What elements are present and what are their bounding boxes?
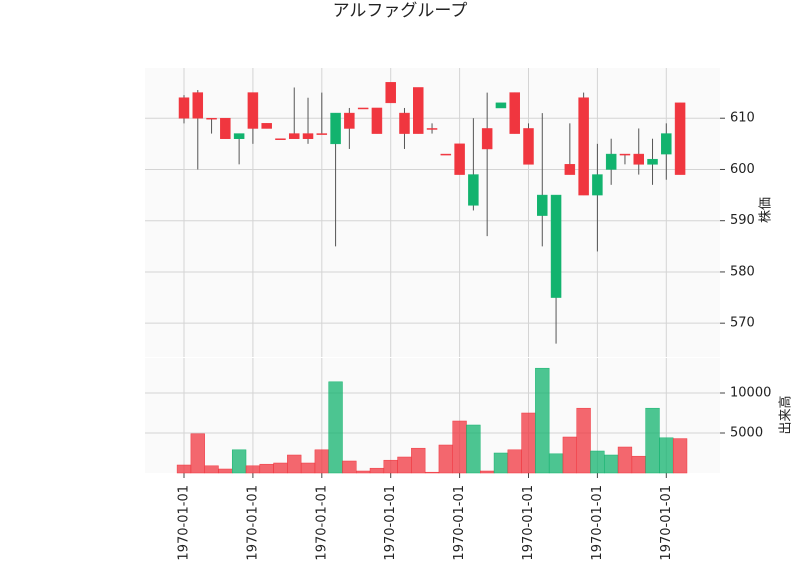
volume-bar [369,467,385,474]
y-tick-label: 590 [730,213,755,228]
volume-bar [507,449,522,474]
volume-bar [659,437,674,474]
volume-axis-label: 出来高 [778,395,794,434]
candle-body [233,133,245,139]
volume-bar [411,447,426,474]
volume-bar [672,438,688,474]
x-tick-label: 1970-01-01 [590,485,605,561]
candle-body [330,112,341,145]
chart-title: アルファグループ [333,1,468,21]
volume-bar [383,459,398,474]
volume-bar [287,454,302,474]
candle-body [413,87,424,134]
candle-body [523,128,534,165]
price-panel [145,68,720,357]
candle-body [275,138,286,140]
volume-bar [245,465,261,474]
candle-body [206,117,217,120]
candle-body [661,133,672,155]
candle-body [468,174,479,206]
candle-body [426,128,438,130]
volume-bar [397,456,412,474]
candle-body [440,153,452,156]
candle-body [454,143,465,175]
volume-bar [480,470,495,474]
volume-bar [631,455,646,474]
x-tick-label: 1970-01-01 [245,485,260,561]
candle-body [592,174,603,196]
candle-body [481,128,493,150]
volume-bar [452,420,467,474]
candle-body [178,97,190,119]
x-tick-label: 1970-01-01 [177,485,192,561]
volume-bar [342,460,357,474]
candle-body [537,194,548,216]
volume-bar [300,462,316,474]
volume-bar [314,449,329,474]
volume-bar [562,436,577,474]
volume-bar [645,407,660,474]
candle-body [399,112,410,134]
volume-bar [590,450,605,474]
candle-body [564,164,576,175]
y-tick-label: 610 [730,111,755,126]
candle-body [357,107,369,110]
candle-body [619,153,631,156]
volume-bar [204,465,219,474]
volume-bar [231,449,247,474]
volume-bar [617,446,633,474]
candle-body [371,107,383,134]
x-tick-label: 1970-01-01 [452,485,467,561]
x-tick-label: 1970-01-01 [314,485,329,561]
candle-body [633,153,644,165]
candle-body [247,92,259,129]
x-tick-label: 1970-01-01 [521,485,536,561]
y-tick-label: 600 [730,162,755,177]
volume-bar [190,433,205,474]
volume-tick-label: 5000 [730,426,763,441]
x-tick-label: 1970-01-01 [383,485,398,561]
candle-body [509,92,520,134]
candle-body [578,97,589,196]
volume-bar [424,471,440,474]
volume-bar [273,462,288,474]
volume-bar [521,412,536,474]
x-tick-label: 1970-01-01 [659,485,674,561]
candle-body [385,82,396,104]
volume-bar [438,444,453,474]
volume-bar [328,381,343,474]
volume-bar [493,452,509,474]
candle-body [647,158,658,165]
volume-bar [604,454,619,474]
candle-body [316,133,328,135]
y-tick-label: 580 [730,264,755,279]
volume-bar [218,468,233,474]
candle-body [288,133,300,139]
candle-body [192,92,204,119]
volume-tick-label: 10000 [730,386,771,401]
volume-bar [356,470,371,474]
y-tick-label: 570 [730,316,755,331]
volume-bar [259,463,274,474]
candle-body [220,117,231,139]
candle-body [495,102,507,109]
volume-bar [548,453,564,474]
candle-body [550,194,562,298]
candle-body [605,153,617,170]
candle-body [261,123,272,129]
volume-bar [535,367,550,474]
candle-body [344,112,355,129]
y-axis-label: 株価 [759,197,774,223]
candle-body [302,133,314,139]
volume-bar [176,464,192,474]
volume-panel [145,358,720,473]
volume-bar [576,407,591,474]
volume-bar [466,424,481,474]
candle-body [674,102,686,175]
